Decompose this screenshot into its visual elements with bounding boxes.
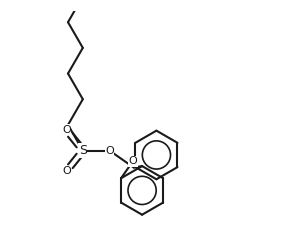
- Text: S: S: [79, 144, 87, 157]
- Text: O: O: [62, 125, 71, 135]
- Text: O: O: [129, 156, 137, 166]
- Text: O: O: [62, 166, 71, 176]
- Text: O: O: [105, 146, 114, 155]
